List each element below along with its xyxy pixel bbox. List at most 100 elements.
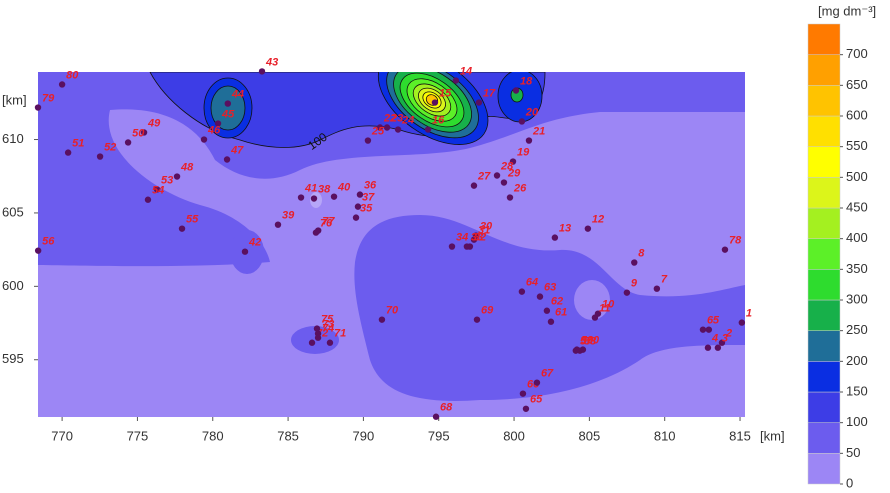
point-label: 17 — [483, 87, 496, 99]
sample-point — [326, 339, 334, 346]
point-label: 64 — [526, 277, 538, 289]
sample-point — [591, 314, 599, 321]
point-label: 13 — [559, 223, 571, 235]
y-tick-label: 600 — [2, 278, 24, 293]
point-label: 39 — [282, 210, 295, 222]
point-label: 42 — [248, 237, 261, 249]
colorbar-tick-label: 250 — [846, 322, 868, 337]
point-label: 26 — [513, 182, 527, 194]
point-label: 21 — [532, 125, 545, 137]
sample-point — [463, 243, 471, 250]
contour-fill — [38, 72, 745, 417]
sample-point — [258, 68, 266, 75]
point-label: 69 — [481, 305, 494, 317]
colorbar-tick-label: 650 — [846, 77, 868, 92]
point-label: 1 — [746, 308, 752, 320]
point-label: 51 — [72, 138, 84, 150]
point-label: 50 — [132, 127, 145, 139]
point-label: 29 — [507, 167, 521, 179]
colorbar-tick-label: 0 — [846, 475, 853, 490]
point-label: 59 — [581, 335, 594, 347]
sample-point — [536, 293, 544, 300]
point-label: 68 — [440, 402, 453, 414]
x-tick-label: 810 — [654, 428, 676, 443]
colorbar-swatch — [807, 453, 841, 485]
colorbar-swatch — [807, 54, 841, 86]
colorbar-swatch — [807, 207, 841, 239]
sample-point — [200, 136, 208, 143]
sample-point — [214, 120, 222, 127]
sample-point — [394, 126, 402, 133]
point-label: 46 — [207, 124, 221, 136]
sample-point — [34, 104, 42, 111]
colorbar-swatch — [807, 23, 841, 55]
x-tick-label: 815 — [729, 428, 751, 443]
point-label: 38 — [318, 183, 331, 195]
sample-point — [140, 129, 148, 136]
sample-point — [354, 203, 362, 210]
x-axis-unit: [km] — [760, 428, 785, 443]
point-label: 55 — [186, 214, 199, 226]
point-label: 60 — [587, 335, 600, 347]
sample-point — [274, 221, 282, 228]
point-label: 44 — [231, 88, 244, 100]
point-label: 41 — [304, 182, 317, 194]
point-label: 28 — [500, 160, 514, 172]
sample-point — [34, 247, 42, 254]
colorbar-tick-label: 200 — [846, 353, 868, 368]
point-label: 30 — [480, 220, 493, 232]
point-label: 48 — [180, 161, 194, 173]
sample-point — [579, 346, 587, 353]
sample-point — [653, 285, 661, 292]
sample-point — [224, 100, 232, 107]
colorbar-tick-label: 50 — [846, 445, 860, 460]
point-label: 37 — [362, 192, 375, 204]
sample-point — [714, 344, 722, 351]
sample-point — [518, 288, 526, 295]
sample-point — [452, 77, 460, 84]
point-label: 33 — [471, 231, 483, 243]
sample-point — [313, 325, 321, 332]
x-tick-label: 790 — [353, 428, 375, 443]
sample-point — [573, 346, 581, 353]
sample-point — [364, 137, 372, 144]
sample-point — [378, 316, 386, 323]
sample-point — [519, 390, 527, 397]
point-label: 45 — [221, 108, 235, 120]
sample-point — [432, 413, 440, 420]
point-label: 32 — [474, 231, 486, 243]
x-tick-label: 770 — [51, 428, 73, 443]
point-label: 56 — [42, 236, 55, 248]
point-label: 71 — [334, 328, 346, 340]
point-label: 27 — [477, 171, 491, 183]
colorbar-swatch — [807, 269, 841, 301]
sample-point — [124, 139, 132, 146]
sample-point — [506, 194, 514, 201]
point-label: 36 — [364, 179, 377, 191]
x-tick-label: 780 — [202, 428, 224, 443]
sample-point — [64, 149, 72, 156]
point-label: 10 — [602, 299, 615, 311]
point-label: 43 — [265, 56, 278, 68]
sample-point — [543, 307, 551, 314]
point-label: 35 — [360, 203, 373, 215]
point-label: 73 — [322, 319, 334, 331]
colorbar-swatch — [807, 85, 841, 117]
sample-point — [718, 339, 726, 346]
point-label: 11 — [599, 303, 610, 315]
point-label: 25 — [371, 125, 385, 137]
point-label: 78 — [729, 235, 742, 247]
point-label: 57 — [580, 336, 593, 348]
point-label: 67 — [541, 368, 554, 380]
point-label: 7 — [661, 274, 668, 286]
x-tick-label: 805 — [579, 428, 601, 443]
point-label: 58 — [584, 336, 597, 348]
point-label: 47 — [230, 144, 244, 156]
point-label: 34 — [456, 231, 468, 243]
colorbar-swatch — [807, 146, 841, 178]
colorbar-tick-label: 100 — [846, 414, 868, 429]
sample-point — [330, 193, 338, 200]
sample-point — [493, 172, 501, 179]
point-label: 16 — [432, 114, 445, 126]
point-label: 62 — [551, 296, 563, 308]
